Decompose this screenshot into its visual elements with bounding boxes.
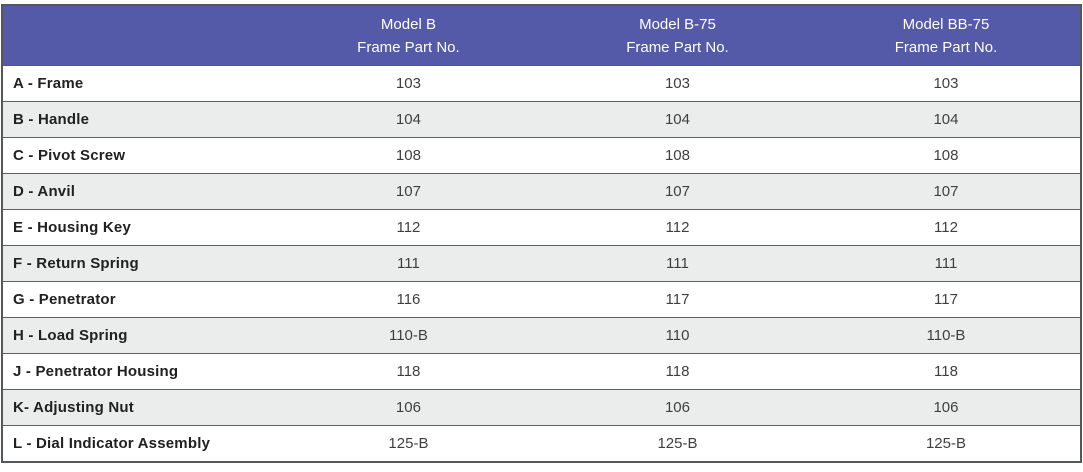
part-number-cell: 108 [811, 137, 1081, 174]
part-number-cell: 116 [273, 281, 543, 318]
part-number-cell: 104 [542, 101, 812, 138]
row-label-handle: B - Handle [2, 101, 274, 138]
table-row: D - Anvil 107 107 107 [2, 173, 1081, 210]
column-header-model-bb75-subtitle: Frame Part No. [894, 38, 998, 56]
part-number-cell: 117 [811, 281, 1081, 318]
part-number-cell: 106 [811, 389, 1081, 426]
table-row: G - Penetrator 116 117 117 [2, 281, 1081, 318]
table-row: A - Frame 103 103 103 [2, 65, 1081, 102]
part-number-cell: 117 [542, 281, 812, 318]
part-number-cell: 118 [273, 353, 543, 390]
part-number-cell: 107 [811, 173, 1081, 210]
part-number-cell: 112 [811, 209, 1081, 246]
column-header-model-b: Model B Frame Part No. [273, 5, 543, 66]
part-number-cell: 118 [811, 353, 1081, 390]
column-header-model-b-subtitle: Frame Part No. [357, 38, 460, 56]
table-row: L - Dial Indicator Assembly 125-B 125-B … [2, 425, 1081, 462]
part-number-cell: 103 [811, 65, 1081, 102]
frame-parts-table: Model B Frame Part No. Model B-75 Frame … [1, 4, 1082, 463]
table-row: B - Handle 104 104 104 [2, 101, 1081, 138]
table-row: C - Pivot Screw 108 108 108 [2, 137, 1081, 174]
row-label-anvil: D - Anvil [2, 173, 274, 210]
part-number-cell: 106 [542, 389, 812, 426]
part-number-cell: 104 [273, 101, 543, 138]
row-label-housing-key: E - Housing Key [2, 209, 274, 246]
column-header-model-b75: Model B-75 Frame Part No. [542, 5, 812, 66]
part-number-cell: 103 [542, 65, 812, 102]
part-number-cell: 111 [811, 245, 1081, 282]
part-number-cell: 108 [273, 137, 543, 174]
part-number-cell: 108 [542, 137, 812, 174]
part-number-cell: 111 [273, 245, 543, 282]
corner-header-cell [2, 5, 274, 66]
column-header-model-b-title: Model B [380, 15, 436, 33]
table-body: A - Frame 103 103 103 B - Handle 104 104… [2, 65, 1081, 462]
column-header-model-bb75-title: Model BB-75 [902, 15, 990, 33]
part-number-cell: 125-B [811, 425, 1081, 462]
table-row: J - Penetrator Housing 118 118 118 [2, 353, 1081, 390]
table-row: E - Housing Key 112 112 112 [2, 209, 1081, 246]
table-header: Model B Frame Part No. Model B-75 Frame … [2, 5, 1081, 66]
header-row: Model B Frame Part No. Model B-75 Frame … [2, 5, 1081, 66]
table-row: K- Adjusting Nut 106 106 106 [2, 389, 1081, 426]
part-number-cell: 110 [542, 317, 812, 354]
part-number-cell: 125-B [542, 425, 812, 462]
part-number-cell: 104 [811, 101, 1081, 138]
part-number-cell: 107 [273, 173, 543, 210]
part-number-cell: 125-B [273, 425, 543, 462]
part-number-cell: 103 [273, 65, 543, 102]
part-number-cell: 110-B [811, 317, 1081, 354]
row-label-penetrator-housing: J - Penetrator Housing [2, 353, 274, 390]
part-number-cell: 112 [273, 209, 543, 246]
column-header-model-bb75: Model BB-75 Frame Part No. [811, 5, 1081, 66]
row-label-return-spring: F - Return Spring [2, 245, 274, 282]
row-label-frame: A - Frame [2, 65, 274, 102]
row-label-penetrator: G - Penetrator [2, 281, 274, 318]
row-label-dial-indicator-assembly: L - Dial Indicator Assembly [2, 425, 274, 462]
part-number-cell: 106 [273, 389, 543, 426]
table-row: H - Load Spring 110-B 110 110-B [2, 317, 1081, 354]
column-header-model-b75-title: Model B-75 [639, 15, 716, 33]
part-number-cell: 118 [542, 353, 812, 390]
row-label-load-spring: H - Load Spring [2, 317, 274, 354]
table-row: F - Return Spring 111 111 111 [2, 245, 1081, 282]
row-label-adjusting-nut: K- Adjusting Nut [2, 389, 274, 426]
part-number-cell: 107 [542, 173, 812, 210]
part-number-cell: 110-B [273, 317, 543, 354]
part-number-cell: 112 [542, 209, 812, 246]
row-label-pivot-screw: C - Pivot Screw [2, 137, 274, 174]
part-number-cell: 111 [542, 245, 812, 282]
column-header-model-b75-subtitle: Frame Part No. [626, 38, 729, 56]
